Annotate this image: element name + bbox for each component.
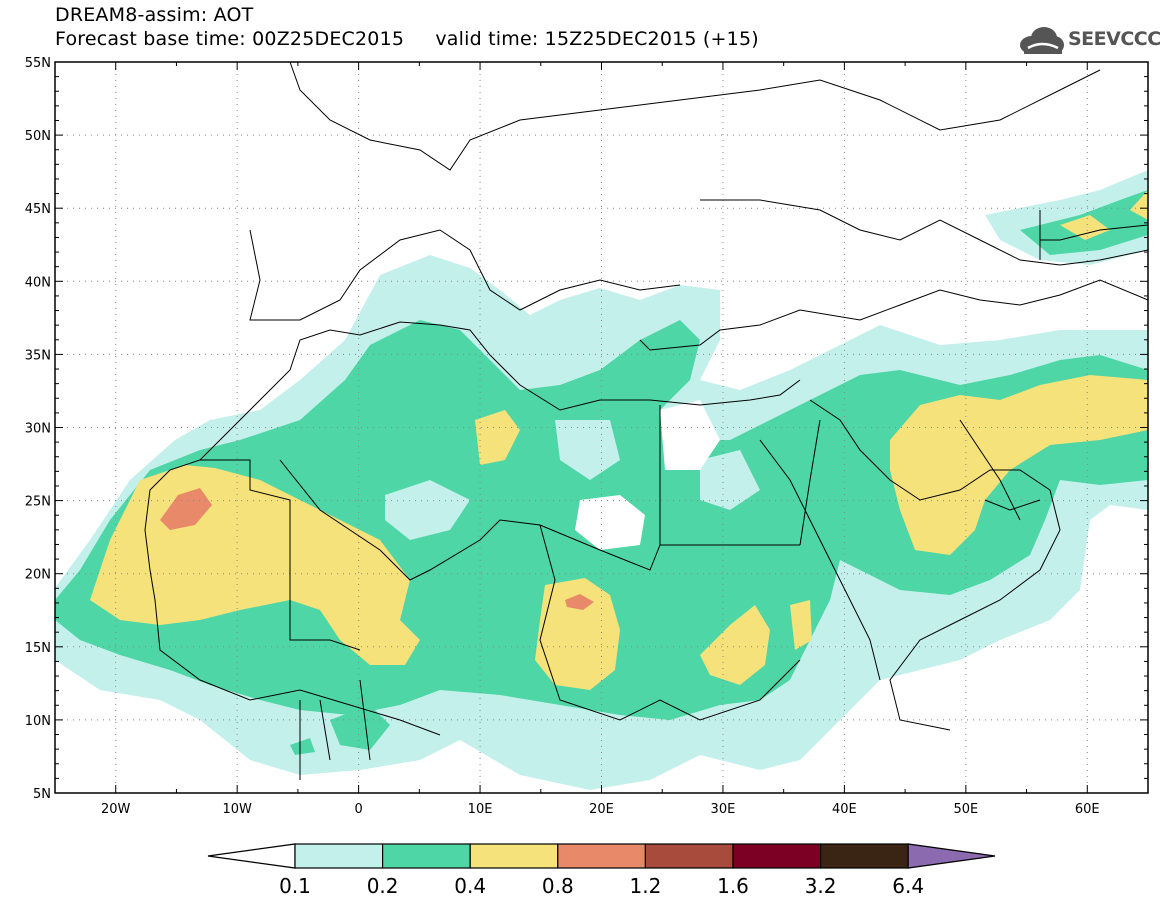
aot-contours — [55, 62, 1148, 793]
longitude-label: 10W — [222, 802, 252, 817]
cloud-icon — [1020, 27, 1064, 54]
colorbar-label: 1.2 — [629, 874, 661, 898]
colorbar-left-arrow — [207, 843, 296, 869]
latitude-label: 50N — [25, 129, 51, 144]
graticule — [55, 62, 1148, 793]
axis-ticks — [55, 61, 1148, 794]
longitude-label: 10E — [468, 802, 493, 817]
colorbar-label: 1.6 — [717, 874, 749, 898]
colorbar-label: 0.4 — [454, 874, 486, 898]
forecast-time-subtitle: Forecast base time: 00Z25DEC2015 valid t… — [55, 28, 759, 50]
colorbar-box — [557, 843, 646, 869]
colorbar-box — [294, 843, 384, 869]
colorbar-label: 3.2 — [805, 874, 837, 898]
colorbar-label: 6.4 — [892, 874, 924, 898]
latitude-label: 15N — [25, 641, 51, 656]
coastlines-borders — [144, 62, 1148, 780]
latitude-label: 20N — [25, 568, 51, 583]
colorbar-box — [819, 843, 909, 869]
aot-clean-patch — [575, 400, 720, 550]
longitude-label: 40E — [832, 802, 857, 817]
longitude-label: 30E — [711, 802, 736, 817]
latitude-label: 10N — [25, 714, 51, 729]
longitude-labels: 20W 10W 0 10E 20E 30E 40E 50E 60E — [101, 802, 1100, 817]
latitude-label: 30N — [25, 422, 51, 437]
colorbar-box — [644, 843, 734, 869]
colorbar-box — [382, 843, 471, 869]
latitude-label: 35N — [25, 348, 51, 363]
colorbar-label: 0.2 — [367, 874, 399, 898]
longitude-label: 50E — [953, 802, 978, 817]
latitude-label: 45N — [25, 202, 51, 217]
colorbar-box — [732, 843, 822, 869]
latitude-label: 55N — [25, 56, 51, 71]
latitude-labels: 55N 50N 45N 40N 35N 30N 25N 20N 15N 10N 5N — [25, 56, 51, 802]
colorbar-label: 0.1 — [279, 874, 311, 898]
aot-band-0.4 — [90, 190, 1148, 690]
latitude-label: 40N — [25, 275, 51, 290]
latitude-label: 25N — [25, 495, 51, 510]
colorbar-label: 0.8 — [542, 874, 574, 898]
seevccc-logo: SEEVCCC — [1018, 24, 1161, 58]
logo-text: SEEVCCC — [1068, 28, 1161, 50]
longitude-label: 60E — [1075, 802, 1100, 817]
longitude-label: 0 — [354, 802, 362, 817]
longitude-label: 20E — [589, 802, 614, 817]
colorbar-box — [469, 843, 559, 869]
map-title: DREAM8-assim: AOT — [55, 4, 254, 26]
longitude-label: 20W — [101, 802, 131, 817]
latitude-label: 5N — [33, 787, 51, 802]
colorbar-right-arrow — [907, 843, 996, 869]
aot-band-0.8 — [160, 488, 594, 610]
aot-low-patch — [385, 420, 760, 650]
